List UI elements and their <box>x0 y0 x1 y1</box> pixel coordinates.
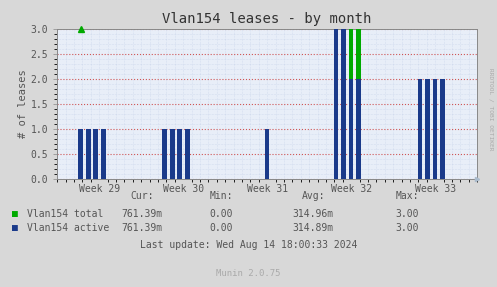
Bar <box>417 79 422 179</box>
Bar <box>333 29 338 179</box>
Text: ■: ■ <box>12 209 18 219</box>
Bar <box>101 129 106 179</box>
Text: 314.89m: 314.89m <box>293 223 333 233</box>
Text: 761.39m: 761.39m <box>121 223 162 233</box>
Text: ■: ■ <box>12 223 18 233</box>
Bar <box>93 129 98 179</box>
Bar <box>79 129 83 179</box>
Text: Munin 2.0.75: Munin 2.0.75 <box>216 269 281 278</box>
Bar <box>177 129 182 179</box>
Bar <box>265 129 269 179</box>
Bar <box>86 129 90 179</box>
Title: Vlan154 leases - by month: Vlan154 leases - by month <box>163 12 372 26</box>
Text: Avg:: Avg: <box>301 191 325 201</box>
Text: 3.00: 3.00 <box>396 209 419 219</box>
Text: Last update: Wed Aug 14 18:00:33 2024: Last update: Wed Aug 14 18:00:33 2024 <box>140 240 357 250</box>
Text: Vlan154 total: Vlan154 total <box>27 209 104 219</box>
Bar <box>177 129 182 179</box>
Bar <box>356 29 361 179</box>
Text: Max:: Max: <box>396 191 419 201</box>
Bar <box>185 129 190 179</box>
Text: 761.39m: 761.39m <box>121 209 162 219</box>
Text: 3.00: 3.00 <box>396 223 419 233</box>
Bar <box>341 29 346 179</box>
Text: RRDTOOL / TOBI OETIKER: RRDTOOL / TOBI OETIKER <box>489 68 494 150</box>
Bar <box>433 79 437 179</box>
Text: 0.00: 0.00 <box>209 223 233 233</box>
Bar <box>170 129 174 179</box>
Bar <box>163 129 167 179</box>
Bar <box>417 79 422 179</box>
Bar <box>185 129 190 179</box>
Y-axis label: # of leases: # of leases <box>18 70 28 138</box>
Text: Min:: Min: <box>209 191 233 201</box>
Bar <box>333 29 338 179</box>
Text: Cur:: Cur: <box>130 191 154 201</box>
Bar <box>433 79 437 179</box>
Text: 314.96m: 314.96m <box>293 209 333 219</box>
Bar <box>349 79 353 179</box>
Bar <box>163 129 167 179</box>
Bar <box>341 29 346 179</box>
Bar <box>86 129 90 179</box>
Text: 0.00: 0.00 <box>209 209 233 219</box>
Bar <box>440 79 445 179</box>
Bar <box>79 129 83 179</box>
Bar <box>93 129 98 179</box>
Bar <box>101 129 106 179</box>
Bar <box>425 79 430 179</box>
Bar <box>170 129 174 179</box>
Bar <box>349 29 353 179</box>
Bar <box>265 129 269 179</box>
Bar <box>440 79 445 179</box>
Bar <box>425 79 430 179</box>
Text: Vlan154 active: Vlan154 active <box>27 223 109 233</box>
Bar <box>356 79 361 179</box>
